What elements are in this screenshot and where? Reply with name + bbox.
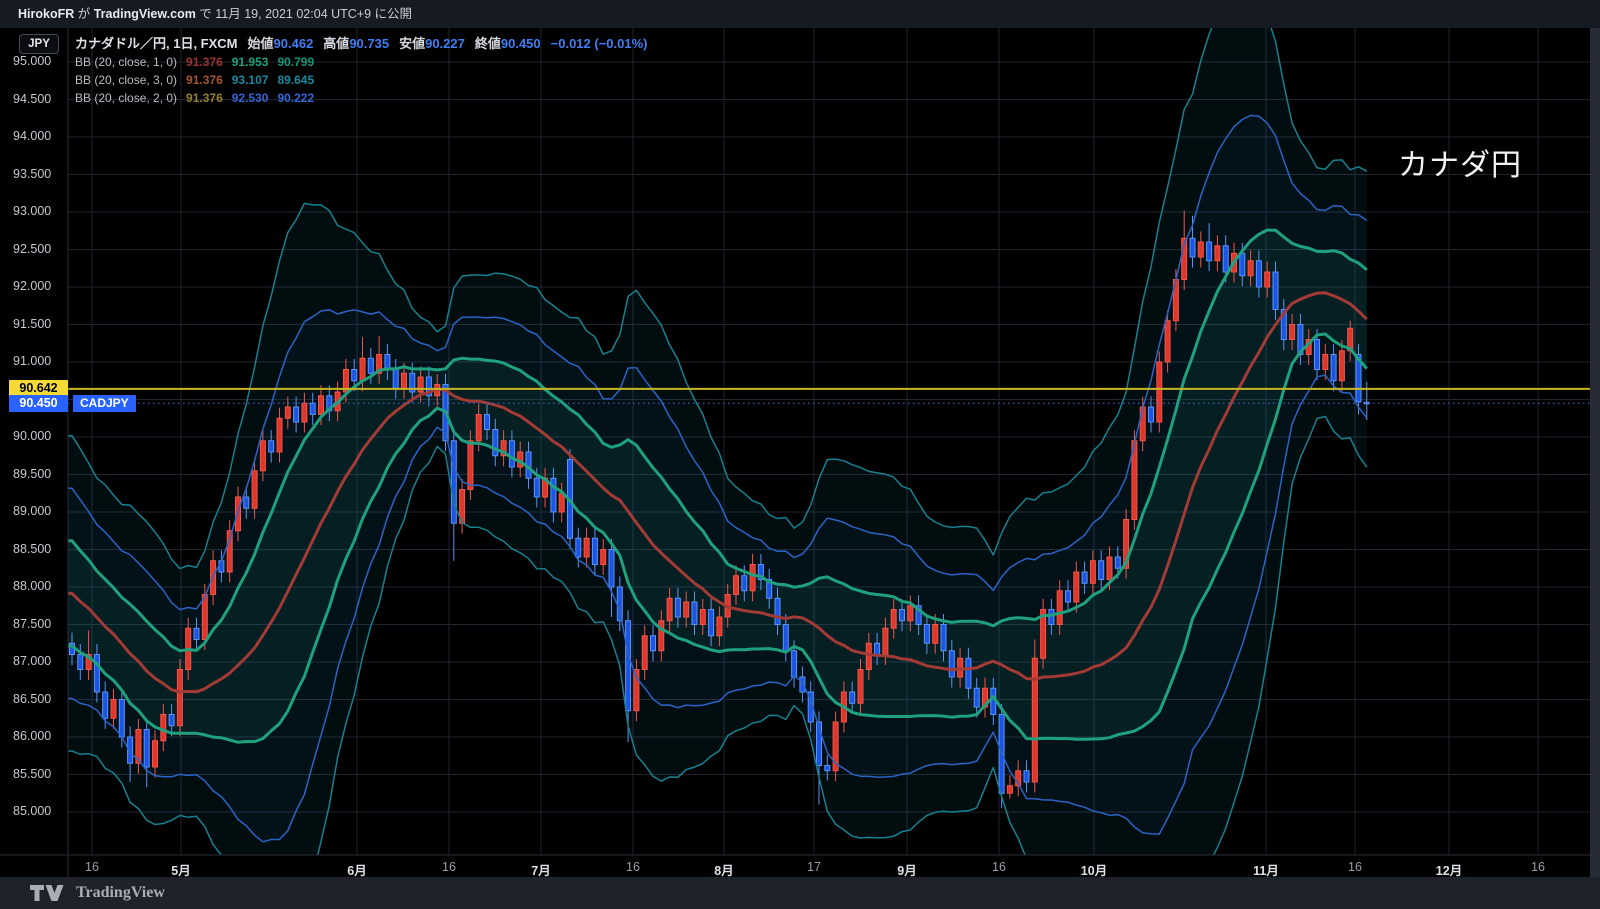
time-tick-label: 16 [626, 860, 640, 874]
indicator-value: 91.953 [231, 55, 269, 69]
price-tick-label: 94.500 [13, 91, 52, 106]
price-tick-label: 88.500 [13, 541, 52, 556]
time-tick-label: 17 [807, 860, 821, 874]
price-tick-label: 93.000 [13, 204, 52, 218]
price-tick-label: 94.000 [13, 129, 52, 143]
indicator-value: 93.107 [231, 73, 269, 87]
indicator-value: 89.645 [277, 73, 315, 87]
price-tick-label: 85.500 [13, 766, 52, 781]
right-panel-strip [1590, 28, 1600, 877]
time-tick-label: 16 [1348, 860, 1362, 874]
chart-annotation-text: カナダ円 [1398, 149, 1522, 182]
tradingview-brand-text[interactable]: TradingView [76, 884, 165, 901]
indicator-label: BB (20, close, 1, 0) [75, 55, 178, 69]
indicator-value: 90.799 [277, 55, 315, 69]
indicator-row[interactable]: BB (20, close, 3, 0) 91.376 93.107 89.645 [75, 71, 648, 89]
price-tick-label: 87.000 [13, 654, 52, 668]
chart-stage[interactable]: JPY 95.000 94.500 94.000 93.500 93.000 92.500… [0, 28, 1600, 878]
ohlc-label: 始値 [247, 36, 274, 51]
time-tick-label: 7月 [531, 864, 551, 878]
ohlc-label: 終値 [474, 36, 501, 51]
price-tick-label: 89.000 [13, 504, 52, 518]
indicator-value: 90.222 [277, 91, 315, 105]
indicator-label: BB (20, close, 3, 0) [75, 73, 178, 87]
time-tick-label: 12月 [1435, 864, 1463, 878]
time-tick-label: 5月 [171, 864, 191, 878]
publish-timestamp: 11月 19, 2021 02:04 UTC+9 [215, 7, 372, 21]
time-tick-label: 16 [1531, 860, 1545, 874]
symbol-ohlc-row[interactable]: カナダドル／円, 1日, FXCM 始値90.462 高値90.735 安値90.22… [75, 34, 648, 53]
alert-price-label[interactable]: 90.642 [9, 379, 68, 397]
price-tick-label: 92.500 [13, 241, 52, 256]
indicator-value: 91.376 [186, 91, 223, 105]
price-tick-label: 90.000 [13, 429, 52, 443]
indicator-value: 91.376 [186, 73, 223, 87]
time-tick-label: 16 [442, 860, 456, 874]
ohlc-value: 90.462 [273, 36, 314, 51]
price-tick-label: 95.000 [13, 54, 52, 68]
indicator-value: 92.530 [231, 91, 269, 105]
indicator-label: BB (20, close, 2, 0) [75, 91, 178, 105]
currency-badge[interactable]: JPY [19, 34, 59, 54]
symbol-tag: CADJPY [73, 395, 136, 413]
indicator-row[interactable]: BB (20, close, 2, 0) 91.376 92.530 90.222 [75, 89, 648, 107]
price-tick-label: 91.000 [13, 354, 52, 368]
ohlc-value: 90.227 [425, 36, 465, 51]
price-tick-label: 86.000 [13, 729, 52, 743]
price-tick-label: 91.500 [13, 316, 52, 331]
candlestick-chart[interactable] [0, 28, 1600, 877]
indicator-rows: BB (20, close, 1, 0) 91.376 91.953 90.799 BB… [75, 53, 648, 107]
ohlc-value: 90.450 [500, 36, 541, 51]
price-tick-label: 89.500 [13, 466, 52, 481]
publish-particle2: で [195, 7, 216, 21]
price-tick-label: 88.000 [13, 579, 52, 593]
publish-suffix: に公開 [371, 7, 413, 21]
indicator-value: 91.376 [186, 55, 223, 69]
tradingview-logo-icon[interactable] [30, 885, 66, 901]
publish-bar: HirokoFR が TradingView.com で 11月 19, 202… [0, 0, 1600, 28]
time-tick-label: 8月 [714, 864, 734, 878]
price-tick-label: 92.000 [13, 279, 52, 293]
last-price-label: 90.450 [9, 395, 68, 413]
price-tick-label: 87.500 [13, 616, 52, 631]
ohlc-values: 始値90.462 高値90.735 安値90.227 終値90.450 −0.012 (… [238, 36, 648, 51]
symbol-title[interactable]: カナダドル／円, 1日, FXCM [75, 36, 238, 51]
ohlc-label: 高値 [323, 36, 350, 51]
price-tick-label: 86.500 [13, 691, 52, 706]
time-tick-label: 16 [85, 860, 99, 874]
time-tick-label: 16 [992, 860, 1006, 874]
publish-site[interactable]: TradingView.com [93, 7, 196, 21]
price-tick-label: 93.500 [13, 166, 52, 181]
time-tick-label: 6月 [347, 864, 367, 878]
time-tick-label: 11月 [1253, 864, 1279, 878]
time-tick-label: 10月 [1080, 864, 1108, 878]
indicator-row[interactable]: BB (20, close, 1, 0) 91.376 91.953 90.799 [75, 53, 648, 71]
legend: カナダドル／円, 1日, FXCM 始値90.462 高値90.735 安値90.22… [75, 34, 648, 107]
ohlc-value: 90.735 [349, 36, 390, 51]
publish-particle: が [74, 7, 94, 21]
publisher-name: HirokoFR [18, 7, 75, 21]
ohlc-label: 安値 [399, 36, 426, 51]
bottom-bar: TradingView [0, 877, 1600, 909]
time-tick-label: 9月 [897, 864, 917, 878]
change-value: −0.012 (−0.01%) [550, 36, 648, 51]
price-tick-label: 85.000 [13, 804, 52, 818]
